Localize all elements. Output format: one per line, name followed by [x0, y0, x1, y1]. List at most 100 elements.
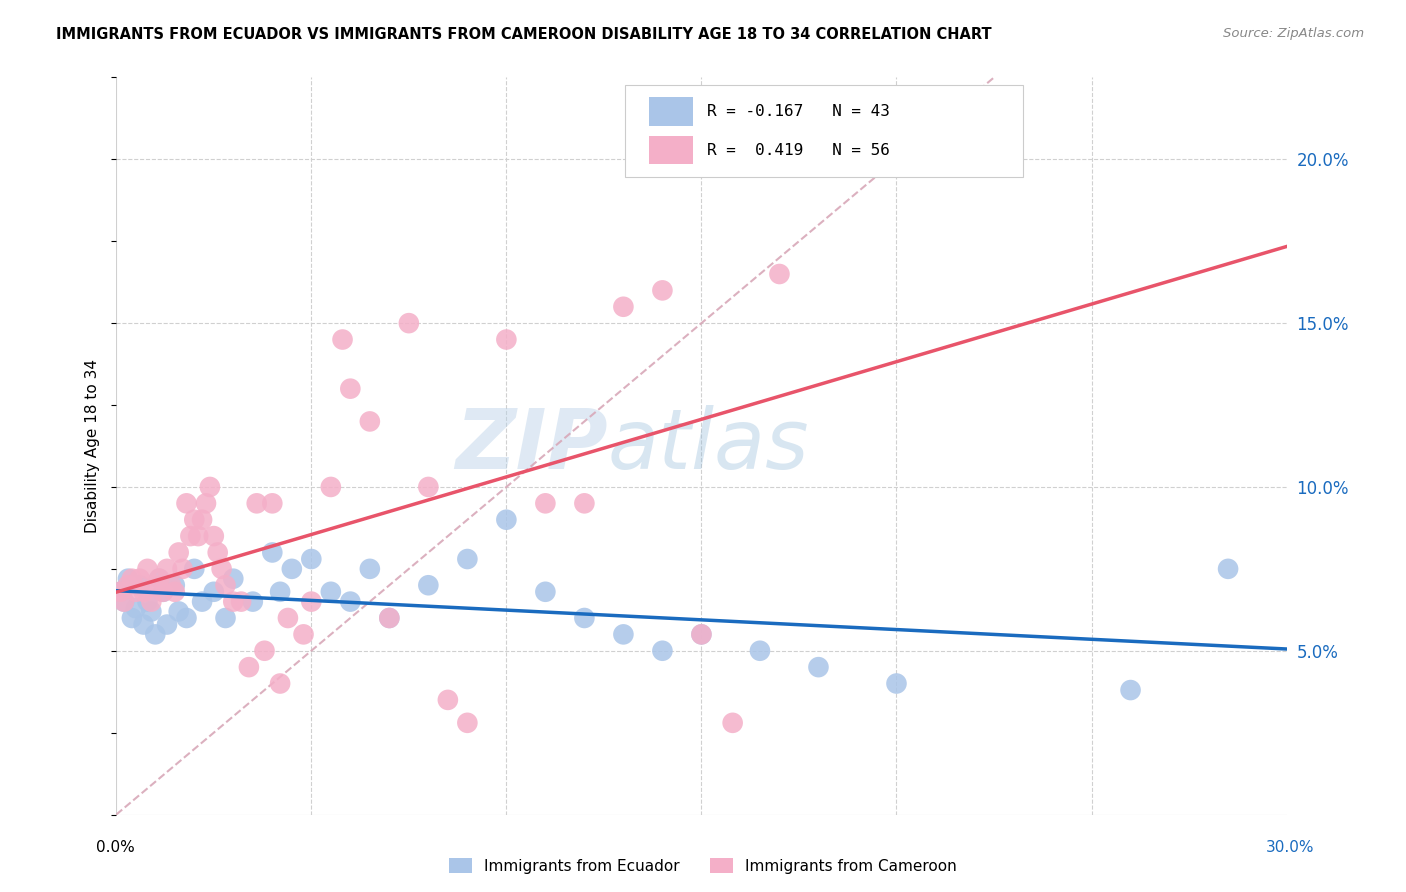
Point: [359, 414, 381, 428]
Text: 0.0%: 0.0%: [96, 840, 135, 855]
Point: [456, 715, 478, 730]
Point: [238, 660, 260, 674]
Point: [143, 627, 166, 641]
Point: [132, 584, 155, 599]
Point: [574, 611, 596, 625]
Point: [378, 611, 401, 625]
Point: [229, 594, 252, 608]
Point: [191, 513, 214, 527]
Point: [211, 562, 233, 576]
Point: [886, 676, 908, 690]
Point: [574, 496, 596, 510]
Point: [167, 545, 190, 559]
Point: [167, 604, 190, 618]
Point: [125, 601, 148, 615]
Point: [117, 572, 139, 586]
Point: [612, 627, 634, 641]
Point: [108, 584, 131, 599]
Point: [160, 578, 183, 592]
Point: [651, 644, 673, 658]
Point: [172, 562, 194, 576]
Point: [262, 496, 284, 510]
Point: [262, 545, 284, 559]
Point: [121, 572, 143, 586]
Point: [136, 562, 159, 576]
Point: [1216, 562, 1239, 576]
Point: [534, 584, 557, 599]
Point: [246, 496, 269, 510]
Point: [152, 584, 174, 599]
Point: [179, 529, 201, 543]
Point: [136, 594, 159, 608]
Point: [612, 300, 634, 314]
Text: 30.0%: 30.0%: [1267, 840, 1315, 855]
Point: [214, 578, 236, 592]
Point: [141, 594, 163, 608]
Point: [148, 572, 170, 586]
Point: [339, 594, 361, 608]
Point: [207, 545, 229, 559]
Point: [299, 594, 322, 608]
Text: IMMIGRANTS FROM ECUADOR VS IMMIGRANTS FROM CAMEROON DISABILITY AGE 18 TO 34 CORR: IMMIGRANTS FROM ECUADOR VS IMMIGRANTS FR…: [56, 27, 991, 42]
Point: [495, 513, 517, 527]
Point: [183, 562, 205, 576]
Point: [807, 660, 830, 674]
Point: [202, 529, 225, 543]
Point: [132, 617, 155, 632]
Text: R =  0.419   N = 56: R = 0.419 N = 56: [707, 143, 890, 158]
Point: [1119, 683, 1142, 698]
Point: [141, 604, 163, 618]
Point: [827, 153, 849, 167]
Point: [721, 715, 744, 730]
Point: [156, 562, 179, 576]
Point: [690, 627, 713, 641]
Point: [332, 333, 354, 347]
Point: [112, 594, 135, 608]
FancyBboxPatch shape: [648, 136, 693, 164]
Point: [253, 644, 276, 658]
Point: [690, 627, 713, 641]
Point: [176, 611, 198, 625]
Point: [148, 572, 170, 586]
Point: [242, 594, 264, 608]
Point: [112, 594, 135, 608]
Point: [398, 316, 420, 330]
Text: ZIP: ZIP: [456, 406, 607, 486]
Point: [418, 480, 440, 494]
Point: [202, 584, 225, 599]
Point: [495, 333, 517, 347]
Point: [418, 578, 440, 592]
Point: [222, 594, 245, 608]
Point: [187, 529, 209, 543]
Point: [121, 611, 143, 625]
Point: [378, 611, 401, 625]
Point: [281, 562, 304, 576]
Point: [152, 584, 174, 599]
Point: [339, 382, 361, 396]
Point: [222, 572, 245, 586]
Point: [269, 584, 291, 599]
Point: [163, 578, 186, 592]
Point: [269, 676, 291, 690]
Point: [534, 496, 557, 510]
Point: [143, 578, 166, 592]
Point: [183, 513, 205, 527]
Text: R = -0.167   N = 43: R = -0.167 N = 43: [707, 104, 890, 119]
Text: Source: ZipAtlas.com: Source: ZipAtlas.com: [1223, 27, 1364, 40]
Point: [277, 611, 299, 625]
Point: [749, 644, 772, 658]
Point: [156, 617, 179, 632]
Point: [195, 496, 218, 510]
Legend: Immigrants from Ecuador, Immigrants from Cameroon: Immigrants from Ecuador, Immigrants from…: [443, 852, 963, 880]
Point: [299, 552, 322, 566]
Point: [319, 584, 342, 599]
Point: [128, 578, 150, 592]
FancyBboxPatch shape: [626, 85, 1024, 177]
Point: [319, 480, 342, 494]
Point: [292, 627, 315, 641]
Text: atlas: atlas: [607, 406, 810, 486]
Point: [163, 584, 186, 599]
Point: [128, 572, 150, 586]
Point: [359, 562, 381, 576]
Point: [125, 584, 148, 599]
